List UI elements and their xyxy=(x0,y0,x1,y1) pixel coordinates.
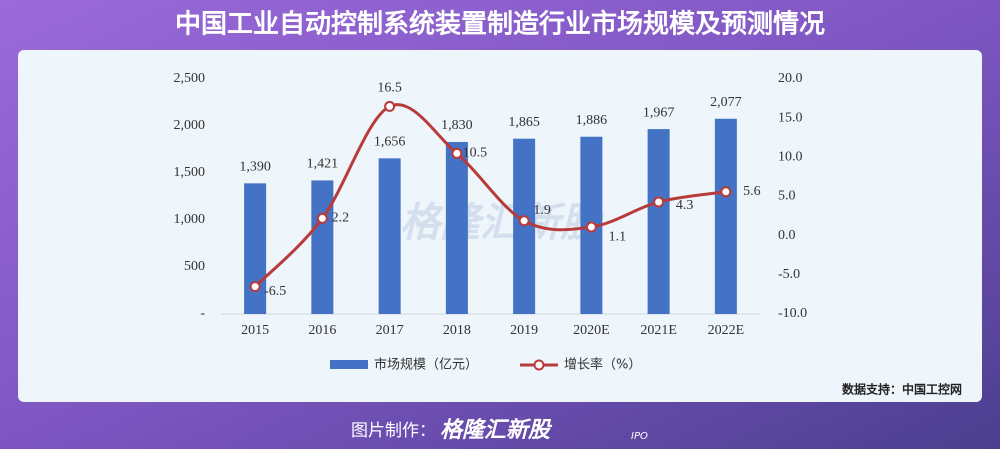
line-value-label: 10.5 xyxy=(463,146,488,161)
bar-value-label: 1,656 xyxy=(374,135,406,150)
bar-value-label: 1,886 xyxy=(576,113,608,128)
bar xyxy=(714,118,737,315)
bar-value-label: 1,830 xyxy=(441,118,473,133)
x-tick-label: 2019 xyxy=(510,323,538,338)
y2-tick-label: 0.0 xyxy=(778,228,796,243)
x-tick-label: 2018 xyxy=(443,323,471,338)
line-marker xyxy=(451,147,463,159)
legend-label: 增长率（%） xyxy=(564,357,641,373)
x-tick-label: 2016 xyxy=(308,323,336,338)
legend-swatch-marker xyxy=(533,359,545,371)
x-tick-label: 2020E xyxy=(573,323,610,338)
footer-brand: 格隆汇新股 xyxy=(440,417,553,443)
bar-value-label: 1,390 xyxy=(239,160,271,175)
x-tick-label: 2021E xyxy=(640,323,677,338)
line-value-label: 1.9 xyxy=(533,203,551,218)
bar xyxy=(445,141,468,314)
y-tick-label: - xyxy=(200,306,205,321)
line-marker xyxy=(653,196,665,208)
line-value-label: 5.6 xyxy=(743,184,761,199)
line-marker xyxy=(384,100,396,112)
legend-swatch xyxy=(330,360,368,369)
bar-value-label: 1,865 xyxy=(508,115,540,130)
bar xyxy=(244,183,267,314)
y-tick-label: 1,500 xyxy=(174,165,206,180)
x-tick-label: 2017 xyxy=(376,323,404,338)
y-tick-label: 500 xyxy=(184,259,205,274)
x-tick-label: 2022E xyxy=(708,323,745,338)
bar xyxy=(647,129,670,314)
line-marker xyxy=(518,215,530,227)
line-marker xyxy=(249,281,261,293)
line-value-label: 4.3 xyxy=(676,198,694,213)
line-marker xyxy=(720,186,732,198)
y2-tick-label: -10.0 xyxy=(778,306,807,321)
bar xyxy=(311,180,334,314)
line-value-label: -6.5 xyxy=(264,284,286,299)
chart-title: 中国工业自动控制系统装置制造行业市场规模及预测情况 xyxy=(175,9,825,40)
legend-label: 市场规模（亿元） xyxy=(374,357,478,373)
y-tick-label: 2,500 xyxy=(174,71,206,86)
line xyxy=(254,103,727,288)
y-tick-label: 2,000 xyxy=(174,118,206,133)
watermark: 格隆汇新股 xyxy=(400,200,604,246)
line-value-label: 2.2 xyxy=(332,211,350,226)
bar xyxy=(513,138,536,314)
line-marker xyxy=(316,212,328,224)
x-tick-label: 2015 xyxy=(241,323,269,338)
y2-tick-label: 5.0 xyxy=(778,189,796,204)
line-value-label: 1.1 xyxy=(609,229,627,244)
y2-tick-label: -5.0 xyxy=(778,267,800,282)
source: 数据支持：中国工控网 xyxy=(842,382,962,397)
footer-label: 图片制作： xyxy=(351,421,436,441)
y-tick-label: 1,000 xyxy=(174,212,206,227)
y2-tick-label: 10.0 xyxy=(778,150,803,165)
bar-value-label: 1,967 xyxy=(643,105,675,120)
line-marker xyxy=(585,221,597,233)
bar xyxy=(378,158,401,314)
y2-tick-label: 15.0 xyxy=(778,110,803,125)
line-value-label: 16.5 xyxy=(377,81,402,96)
y2-tick-label: 20.0 xyxy=(778,71,803,86)
footer-brand-tag: IPO xyxy=(631,431,648,442)
bar-value-label: 2,077 xyxy=(710,95,742,110)
bar-value-label: 1,421 xyxy=(307,157,339,172)
